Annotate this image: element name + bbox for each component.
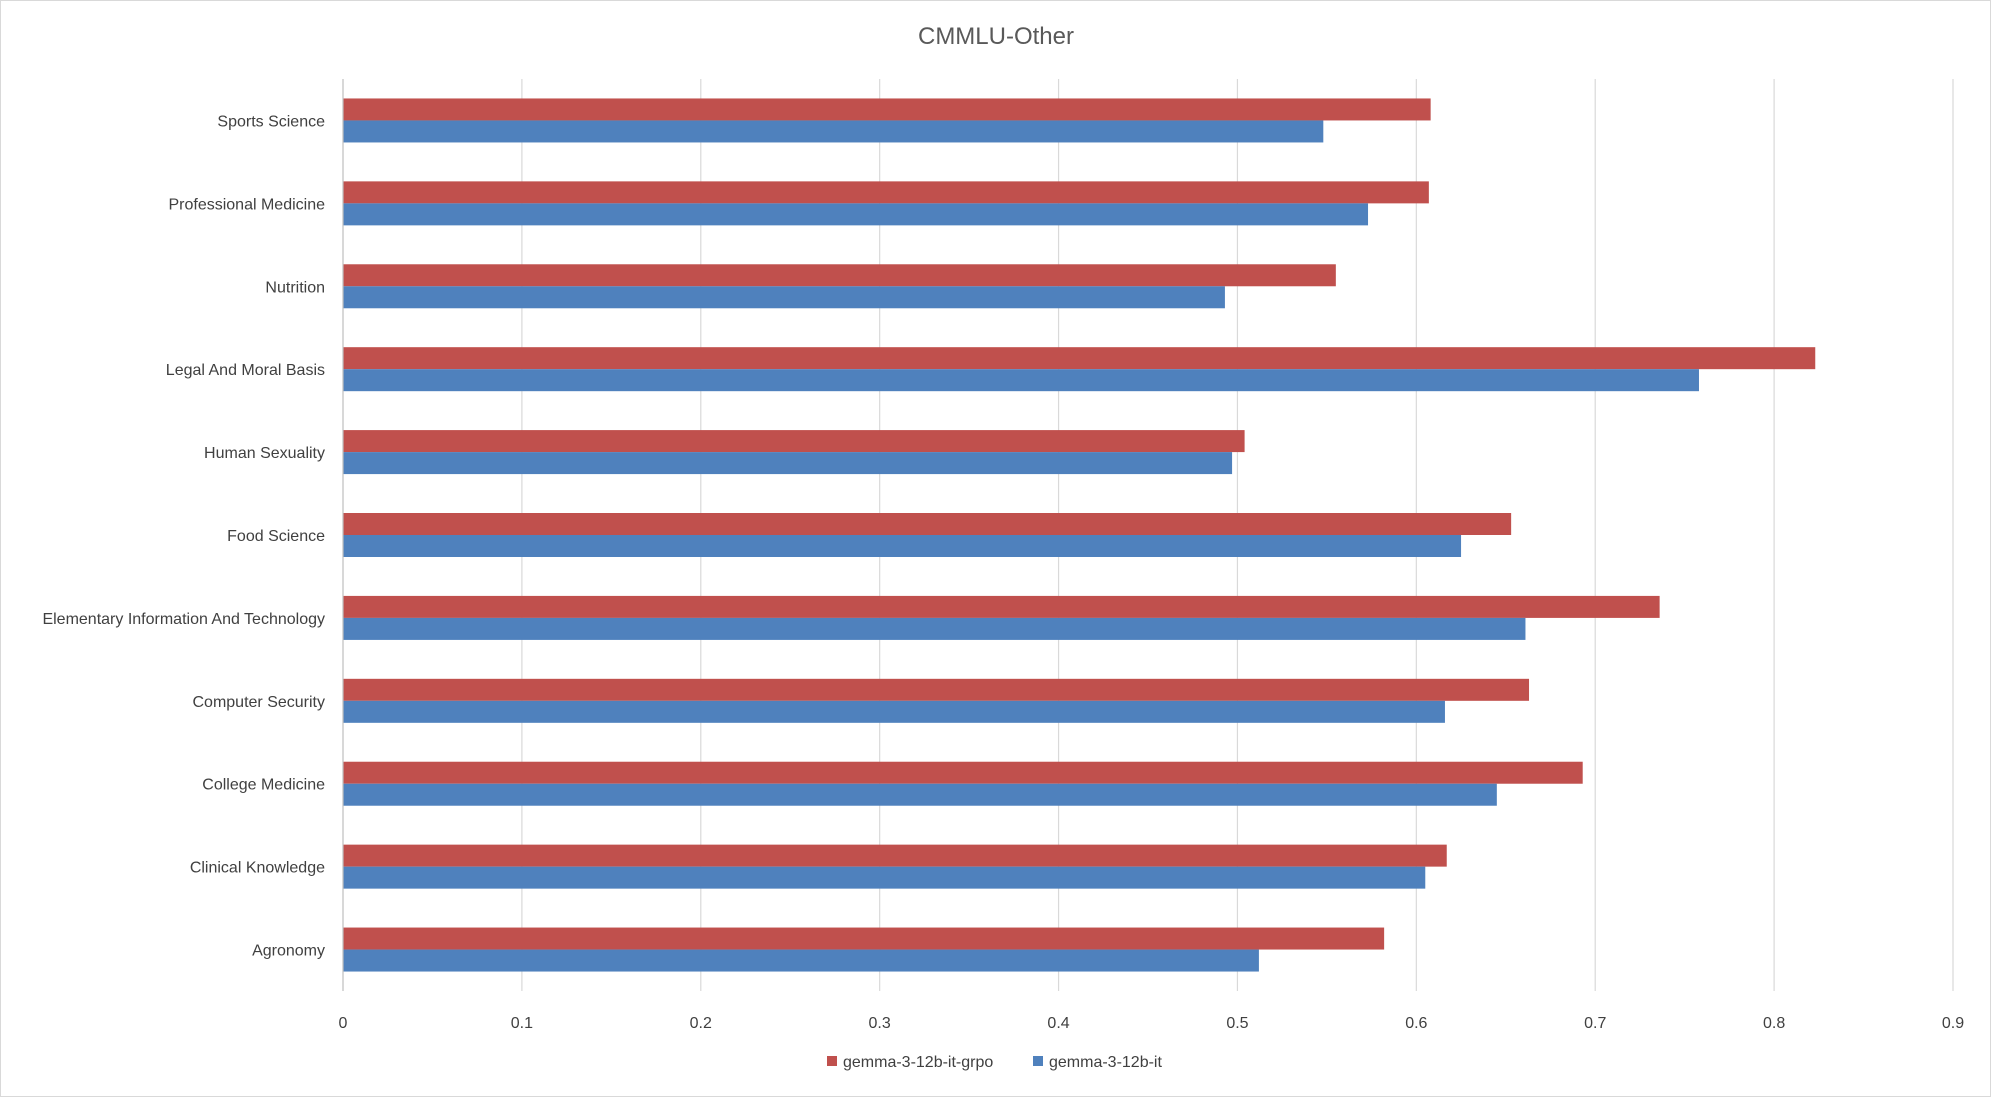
category-label: Sports Science (217, 113, 325, 130)
bar-gemma-3-12b-it-grpo (343, 761, 1583, 784)
legend-swatch (1033, 1056, 1043, 1066)
x-tick-label: 0.5 (1226, 1015, 1248, 1032)
bar-gemma-3-12b-it (343, 369, 1699, 392)
x-tick-label: 0.2 (690, 1015, 712, 1032)
bar-gemma-3-12b-it (343, 535, 1462, 557)
bar-gemma-3-12b-it (343, 286, 1225, 309)
bar-gemma-3-12b-it-grpo (343, 98, 1431, 121)
category-label: Clinical Knowledge (190, 860, 325, 877)
bar-gemma-3-12b-it-grpo (343, 513, 1512, 535)
x-tick-label: 0.7 (1584, 1015, 1606, 1032)
category-label: Legal And Moral Basis (166, 362, 325, 379)
bar-gemma-3-12b-it-grpo (343, 181, 1429, 204)
x-tick-label: 0.9 (1942, 1015, 1964, 1032)
x-tick-label: 0.4 (1047, 1015, 1069, 1032)
category-label: Food Science (227, 528, 325, 545)
category-label: Nutrition (265, 279, 325, 296)
bar-gemma-3-12b-it-grpo (343, 678, 1530, 701)
x-tick-label: 0.3 (869, 1015, 891, 1032)
bar-gemma-3-12b-it-grpo (343, 595, 1660, 618)
bar-gemma-3-12b-it (343, 120, 1324, 143)
category-label: Computer Security (193, 694, 326, 711)
bars (343, 98, 1816, 972)
bar-gemma-3-12b-it-grpo (343, 430, 1245, 453)
legend-label: gemma-3-12b-it (1049, 1054, 1162, 1071)
category-label: Human Sexuality (204, 445, 325, 462)
legend-label: gemma-3-12b-it-grpo (843, 1054, 993, 1071)
bar-gemma-3-12b-it-grpo (343, 264, 1336, 287)
legend-swatch (827, 1056, 837, 1066)
x-tick-labels: 0 0.1 0.2 0.3 0.4 0.5 0.6 0.7 0.8 0.9 (339, 1015, 1965, 1032)
bar-gemma-3-12b-it (343, 203, 1369, 226)
bar-gemma-3-12b-it-grpo (343, 844, 1447, 867)
bar-gemma-3-12b-it (343, 617, 1526, 640)
x-tick-label: 0.1 (511, 1015, 533, 1032)
category-labels: Agronomy Clinical Knowledge College Medici… (42, 113, 325, 959)
bar-gemma-3-12b-it (343, 783, 1497, 806)
chart-title: CMMLU-Other (918, 23, 1074, 50)
category-label: College Medicine (202, 777, 325, 794)
bar-gemma-3-12b-it (343, 700, 1445, 723)
bar-gemma-3-12b-it (343, 866, 1426, 889)
x-tick-label: 0.6 (1405, 1015, 1427, 1032)
bar-gemma-3-12b-it-grpo (343, 927, 1385, 950)
category-label: Professional Medicine (168, 196, 325, 213)
bar-gemma-3-12b-it (343, 949, 1259, 972)
category-label: Agronomy (252, 943, 325, 960)
x-tick-label: 0.8 (1763, 1015, 1785, 1032)
bar-gemma-3-12b-it (343, 452, 1233, 475)
category-label: Elementary Information And Technology (42, 611, 325, 628)
x-tick-label: 0 (339, 1015, 348, 1032)
legend: gemma-3-12b-it-grpo gemma-3-12b-it (827, 1054, 1162, 1071)
bar-gemma-3-12b-it-grpo (343, 347, 1816, 370)
